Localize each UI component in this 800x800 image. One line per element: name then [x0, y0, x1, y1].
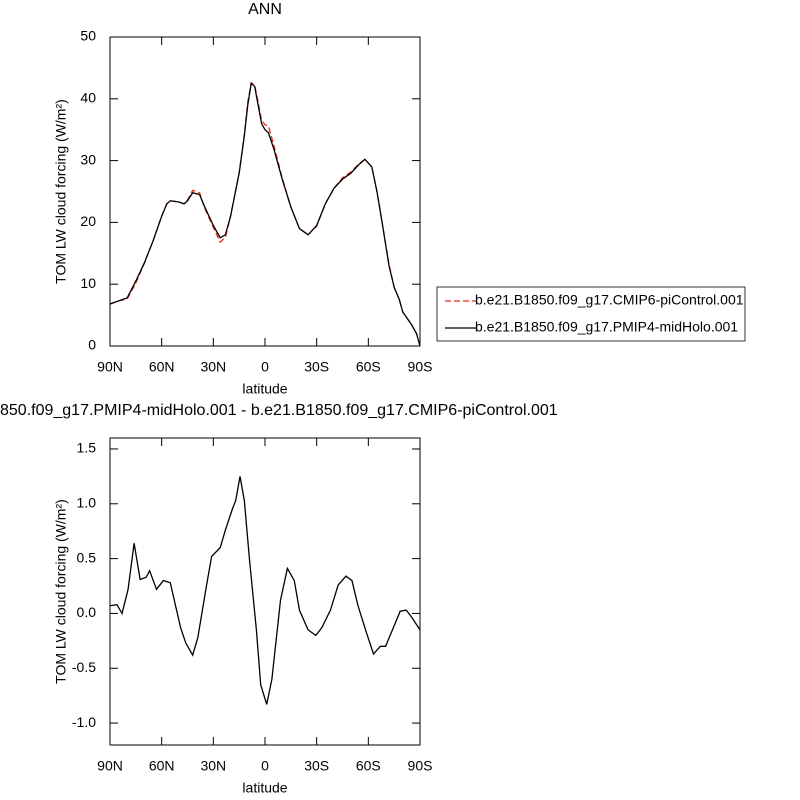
y-tick-label: 1.5	[77, 440, 97, 456]
y-tick-label: 20	[80, 213, 96, 229]
y-axis-label: TOM LW cloud forcing (W/m²)	[53, 99, 69, 284]
y-tick-label: -0.5	[72, 659, 96, 675]
x-axis-label: latitude	[242, 381, 287, 397]
y-tick-label: 40	[80, 90, 96, 106]
legend-label: b.e21.B1850.f09_g17.CMIP6-piControl.001	[475, 292, 744, 308]
x-tick-label: 0	[261, 359, 269, 375]
y-tick-label: 0.0	[77, 604, 97, 620]
y-axis-label: TOM LW cloud forcing (W/m²)	[53, 499, 69, 684]
y-tick-label: 0.5	[77, 549, 97, 565]
x-tick-label: 60S	[356, 359, 381, 375]
chart-title: ANN	[248, 1, 282, 18]
x-tick-label: 90S	[408, 758, 433, 774]
x-tick-label: 90S	[408, 359, 433, 375]
legend-label: b.e21.B1850.f09_g17.PMIP4-midHolo.001	[475, 319, 738, 335]
chart: 850.f09_g17.PMIP4-midHolo.001 - b.e21.B1…	[0, 402, 558, 795]
data-line	[109, 82, 421, 347]
x-tick-label: 30N	[200, 758, 226, 774]
chart: ANN 0 10 20 30 40 50 90N 60N 30N 0 30S 60S 90S latitud…	[53, 1, 746, 397]
data-line	[109, 476, 421, 705]
x-tick-label: 30S	[304, 758, 329, 774]
x-tick-label: 60S	[356, 758, 381, 774]
x-axis-label: latitude	[242, 780, 287, 796]
plot-frame	[109, 36, 421, 347]
x-tick-label: 30S	[304, 359, 329, 375]
x-tick-label: 60N	[149, 758, 175, 774]
x-tick-label: 90N	[97, 758, 123, 774]
x-tick-label: 0	[261, 758, 269, 774]
y-tick-label: 30	[80, 151, 96, 167]
chart-title: 850.f09_g17.PMIP4-midHolo.001 - b.e21.B1…	[0, 402, 558, 419]
y-tick-label: 1.0	[77, 494, 97, 510]
y-tick-label: 10	[80, 275, 96, 291]
x-tick-label: 30N	[200, 359, 226, 375]
x-tick-label: 60N	[149, 359, 175, 375]
y-tick-label: 50	[80, 28, 96, 44]
legend-box	[436, 286, 746, 342]
data-line	[109, 81, 421, 347]
x-tick-label: 90N	[97, 359, 123, 375]
y-tick-label: 0	[88, 337, 96, 353]
y-tick-label: -1.0	[72, 714, 96, 730]
